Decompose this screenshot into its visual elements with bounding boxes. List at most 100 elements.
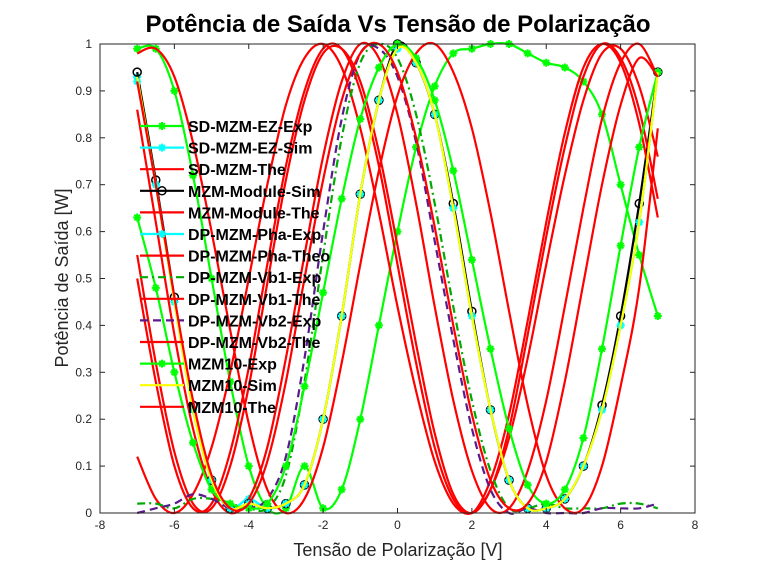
series-sd-mzm-the — [136, 41, 659, 515]
x-tick-label: -2 — [318, 518, 329, 532]
series-dp-mzm-pha-theo — [136, 42, 659, 515]
y-tick-label: 0 — [85, 506, 92, 520]
series-mzm10-exp-point-20 — [505, 424, 514, 433]
legend-item-dp-mzm-pha-exp: DP-MZM-Pha-Exp — [140, 227, 322, 244]
series-sd-mzm-ez-exp-point-23 — [560, 63, 569, 72]
legend-item-sd-mzm-ez-sim-label: SD-MZM-EZ-Sim — [188, 141, 312, 158]
legend-item-mzm10-the: MZM10-The — [140, 400, 276, 417]
series-sd-mzm-ez-exp-point-26 — [616, 180, 625, 189]
series-mzm10-exp-point-27 — [635, 143, 644, 152]
series-mzm10-exp-point-24 — [579, 433, 588, 442]
x-tick-label: 6 — [617, 518, 624, 532]
series-mzm10-the-line — [136, 41, 659, 513]
series-dp-mzm-vb2-the-line — [136, 41, 659, 515]
series-mzm10-exp-point-0 — [133, 213, 142, 222]
series-sd-mzm-ez-exp-point-5 — [226, 377, 235, 386]
legend-item-dp-mzm-vb1-the: DP-MZM-Vb1-The — [140, 292, 321, 309]
series-mzm10-exp-point-12 — [356, 115, 365, 124]
y-tick-label: 0.9 — [75, 84, 92, 98]
y-tick-label: 1 — [85, 37, 92, 51]
legend-item-sd-mzm-the: SD-MZM-The — [140, 162, 286, 179]
legend-item-dp-mzm-vb2-the-label: DP-MZM-Vb2-The — [188, 335, 321, 352]
legend-item-mzm-module-the: MZM-Module-The — [140, 205, 320, 222]
series-mzm10-exp-point-15 — [412, 54, 421, 63]
series-sd-mzm-ez-exp — [133, 40, 662, 515]
legend-item-dp-mzm-pha-exp-marker-point-0 — [158, 230, 166, 238]
series-mzm10-exp-point-25 — [598, 344, 607, 353]
series-mzm10-exp-point-23 — [560, 485, 569, 494]
legend-item-sd-mzm-ez-exp: SD-MZM-EZ-Exp — [140, 119, 313, 136]
series-mzm-module-the — [136, 42, 659, 515]
series-mzm10-exp-point-3 — [188, 438, 197, 447]
series-mzm10-exp-point-10 — [319, 288, 328, 297]
legend-item-mzm10-exp-label: MZM10-Exp — [188, 357, 277, 374]
series-mzm10-exp-point-4 — [207, 485, 216, 494]
chart-title: Potência de Saída Vs Tensão de Polarizaç… — [145, 11, 650, 38]
x-tick-label: 0 — [394, 518, 401, 532]
legend-item-dp-mzm-pha-theo-label: DP-MZM-Pha-Theo — [188, 249, 330, 266]
series-mzm10-exp-point-21 — [523, 480, 532, 489]
series-sd-mzm-the-line — [136, 41, 659, 515]
legend-item-dp-mzm-vb2-exp: DP-MZM-Vb2-Exp — [140, 313, 322, 330]
series-sd-mzm-ez-exp-point-17 — [449, 49, 458, 58]
legend-item-mzm10-exp-marker-point-0 — [158, 359, 166, 368]
series-mzm10-exp-point-1 — [151, 283, 160, 292]
series-mzm10-exp-point-16 — [430, 96, 439, 105]
series-mzm10-exp-point-9 — [300, 382, 309, 391]
legend-item-dp-mzm-pha-exp-label: DP-MZM-Pha-Exp — [188, 227, 322, 244]
series-mzm10-exp-point-8 — [281, 462, 290, 471]
y-tick-label: 0.2 — [75, 412, 92, 426]
series-mzm10-exp-point-7 — [263, 499, 272, 508]
legend-item-sd-mzm-ez-exp-label: SD-MZM-EZ-Exp — [188, 119, 313, 136]
series-sd-mzm-ez-exp-point-22 — [542, 58, 551, 67]
series-mzm10-exp-point-18 — [467, 255, 476, 264]
series-mzm10-exp-point-13 — [374, 63, 383, 72]
legend-item-dp-mzm-vb1-the-label: DP-MZM-Vb1-The — [188, 292, 321, 309]
legend-item-mzm10-exp: MZM10-Exp — [140, 357, 277, 374]
legend-item-mzm-module-sim: MZM-Module-Sim — [140, 184, 320, 201]
series-mzm10-exp-point-17 — [449, 166, 458, 175]
legend-item-sd-mzm-ez-sim-marker-point-0 — [158, 143, 166, 152]
series-dp-mzm-vb1-the — [136, 42, 659, 515]
legend-item-mzm10-the-label: MZM10-The — [188, 400, 276, 417]
y-tick-label: 0.3 — [75, 365, 92, 379]
series-sd-mzm-ez-exp-point-2 — [170, 86, 179, 95]
legend-item-sd-mzm-the-label: SD-MZM-The — [188, 162, 286, 179]
series-mzm10-exp-point-26 — [616, 241, 625, 250]
y-tick-label: 0.7 — [75, 178, 92, 192]
series-sd-mzm-ez-exp-point-15 — [412, 143, 421, 152]
legend-item-mzm10-sim: MZM10-Sim — [140, 378, 277, 395]
series-dp-mzm-vb1-the-line — [136, 42, 659, 515]
series-mzm-module-the-line — [136, 42, 659, 515]
series-mzm10-exp-point-19 — [486, 344, 495, 353]
series-mzm-module-sim-point-27 — [634, 198, 644, 209]
x-tick-label: -4 — [243, 518, 254, 532]
y-axis-title: Potência de Saída [W] — [52, 188, 72, 367]
x-tick-label: -8 — [95, 518, 106, 532]
series-sd-mzm-ez-exp-point-27 — [635, 251, 644, 260]
series-sd-mzm-ez-exp-point-0 — [133, 44, 142, 53]
series-sd-mzm-ez-exp-point-6 — [244, 462, 253, 471]
series-sd-mzm-ez-exp-point-16 — [430, 82, 439, 91]
series-mzm10-exp-point-22 — [542, 499, 551, 508]
legend-item-dp-mzm-vb2-the: DP-MZM-Vb2-The — [140, 335, 321, 352]
series-dp-mzm-pha-theo-line — [136, 42, 659, 515]
legend-item-sd-mzm-ez-sim: SD-MZM-EZ-Sim — [140, 141, 312, 158]
legend-item-sd-mzm-ez-exp-marker-point-0 — [158, 122, 166, 130]
series-sd-mzm-ez-exp-point-14 — [393, 227, 402, 236]
series-sd-mzm-ez-exp-point-9 — [300, 462, 309, 471]
series-sd-mzm-ez-exp-point-24 — [579, 77, 588, 86]
series-sd-mzm-ez-exp-point-28 — [653, 312, 662, 321]
series-sd-mzm-ez-exp-point-13 — [374, 321, 383, 330]
legend-item-dp-mzm-vb1-exp: DP-MZM-Vb1-Exp — [140, 270, 322, 287]
y-tick-label: 0.1 — [75, 459, 92, 473]
x-tick-label: -6 — [169, 518, 180, 532]
legend: SD-MZM-EZ-Exp SD-MZM-EZ-Sim SD-MZM-The MZM-… — [140, 119, 330, 417]
x-tick-label: 8 — [692, 518, 699, 532]
legend-item-mzm10-sim-label: MZM10-Sim — [188, 378, 277, 395]
legend-item-mzm-module-the-label: MZM-Module-The — [188, 205, 320, 222]
y-tick-label: 0.5 — [75, 272, 92, 286]
x-tick-label: 2 — [469, 518, 476, 532]
y-tick-label: 0.6 — [75, 225, 92, 239]
